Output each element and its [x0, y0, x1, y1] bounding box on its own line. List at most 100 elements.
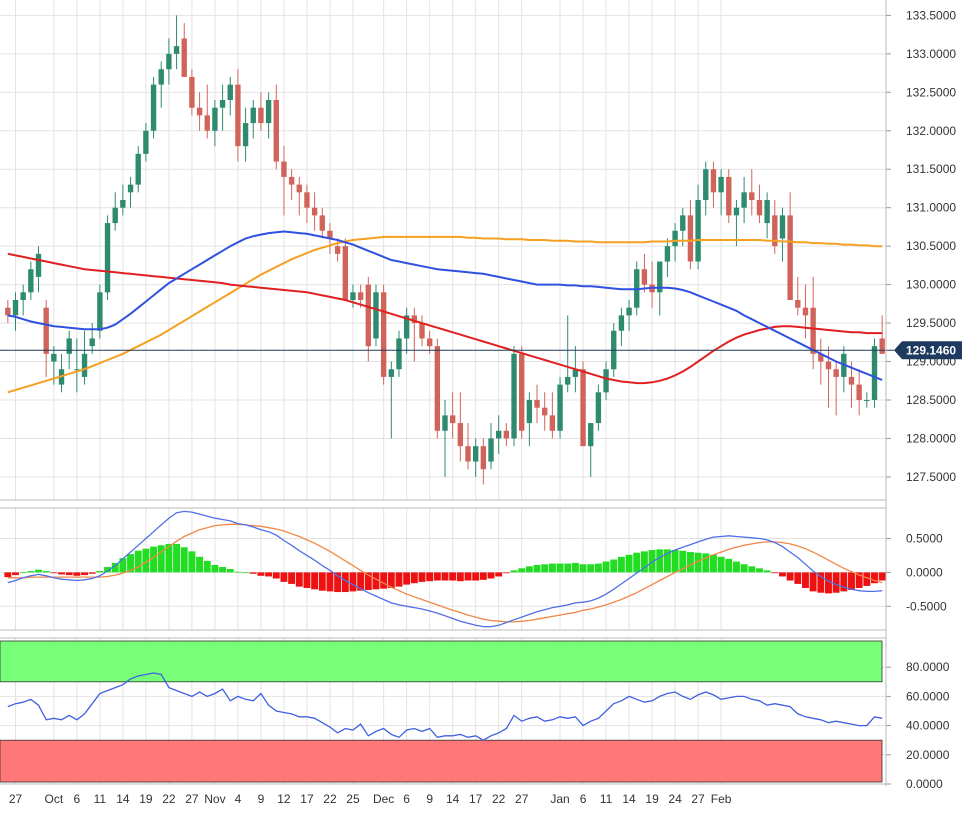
candle-body [680, 215, 686, 231]
candle [718, 169, 724, 216]
candle-body [143, 130, 149, 154]
macd-histogram-bar [219, 566, 227, 573]
macd-histogram-bar [288, 572, 296, 584]
macd-histogram-bar [150, 546, 158, 573]
candle [265, 92, 272, 139]
candle-body [580, 369, 586, 447]
candle-body [89, 338, 95, 347]
y-tick-label: -0.5000 [906, 599, 947, 613]
macd-histogram-bar [625, 554, 633, 573]
candle [534, 384, 540, 424]
macd-histogram-bar [165, 543, 173, 573]
candle [595, 384, 602, 431]
candle [288, 169, 295, 200]
candle-body [288, 176, 295, 185]
candle-body [496, 430, 502, 439]
candle-body [687, 215, 694, 262]
candle [703, 161, 709, 216]
candle-body [173, 46, 180, 54]
candle [687, 200, 694, 270]
macd-histogram-bar [173, 543, 181, 573]
y-tick-label: 131.5000 [906, 162, 956, 176]
macd-histogram-bar [732, 561, 740, 573]
macd-histogram-bar [280, 572, 288, 582]
candle-body [242, 123, 249, 147]
candle-body [511, 353, 517, 439]
x-tick-label: Feb [711, 792, 732, 806]
candle-body [51, 353, 57, 362]
candle [618, 307, 625, 347]
macd-histogram-bar [395, 572, 403, 587]
x-tick-label: 27 [691, 792, 705, 806]
candle-body [388, 369, 394, 377]
candle [741, 176, 747, 224]
candle-body [618, 315, 625, 331]
candle-body [833, 369, 839, 377]
candle-body [35, 253, 42, 277]
last-price-label: 129.1460 [906, 343, 956, 357]
macd-histogram-bar [825, 572, 832, 594]
candle [503, 423, 510, 447]
candle [196, 92, 203, 131]
macd-histogram-bar [663, 549, 671, 573]
candle-body [519, 353, 525, 431]
y-tick-label: 128.0000 [906, 431, 956, 445]
macd-histogram-bar [226, 569, 234, 573]
candle [189, 69, 195, 116]
candle [710, 161, 717, 208]
macd-histogram-bar [533, 564, 541, 573]
candle-body [626, 307, 632, 316]
candle [848, 361, 855, 408]
macd-histogram-bar [756, 568, 763, 573]
candle [657, 261, 663, 316]
macd-histogram-bar [341, 572, 349, 593]
candle-body [350, 292, 356, 300]
macd-histogram-bar [686, 552, 694, 573]
macd-histogram-bar [234, 571, 242, 573]
y-tick-label: 127.5000 [906, 470, 956, 484]
y-tick-label: 129.5000 [906, 316, 956, 330]
candle-body [657, 261, 663, 293]
candle-body [150, 84, 157, 131]
candle-body [741, 192, 747, 208]
candle-body [787, 215, 793, 300]
candle-body [749, 192, 755, 200]
macd-histogram-bar [364, 572, 372, 591]
macd-histogram-bar [740, 564, 748, 573]
macd-histogram-bar [855, 572, 863, 588]
candle [603, 361, 609, 400]
x-tick-label: 12 [277, 792, 291, 806]
y-tick-label: 40.0000 [906, 719, 950, 733]
y-tick-label: 133.0000 [906, 47, 956, 61]
candle-body [204, 115, 210, 131]
macd-histogram-bar [426, 572, 434, 582]
macd-histogram-bar [27, 571, 35, 573]
y-tick-label: 60.0000 [906, 689, 950, 703]
candle-body [542, 407, 548, 416]
candle-body [871, 346, 878, 400]
candle-body [365, 284, 371, 347]
macd-histogram-bar [81, 572, 88, 576]
macd-histogram-bar [648, 550, 656, 573]
candle-body [472, 446, 479, 462]
candle-body [449, 415, 456, 424]
candle-body [166, 53, 172, 70]
macd-histogram-bar [349, 572, 357, 592]
macd-histogram-bar [502, 572, 510, 574]
macd-histogram-bar [809, 572, 817, 592]
candle-body [603, 369, 609, 393]
macd-histogram [4, 543, 886, 594]
candle-body [97, 292, 103, 331]
candle-body [772, 215, 778, 247]
macd-histogram-bar [679, 550, 687, 573]
candle-body [825, 361, 832, 370]
candle [319, 207, 325, 239]
rsi-y-axis: 80.0000 60.0000 40.0000 20.0000 0.0000 [886, 660, 950, 791]
macd-histogram-bar [196, 556, 204, 573]
candle-body [856, 384, 862, 400]
x-tick-label: 22 [162, 792, 176, 806]
macd-histogram-bar [242, 572, 250, 574]
x-tick-label: 17 [300, 792, 314, 806]
macd-histogram-bar [249, 572, 257, 574]
candle-body [196, 107, 203, 116]
